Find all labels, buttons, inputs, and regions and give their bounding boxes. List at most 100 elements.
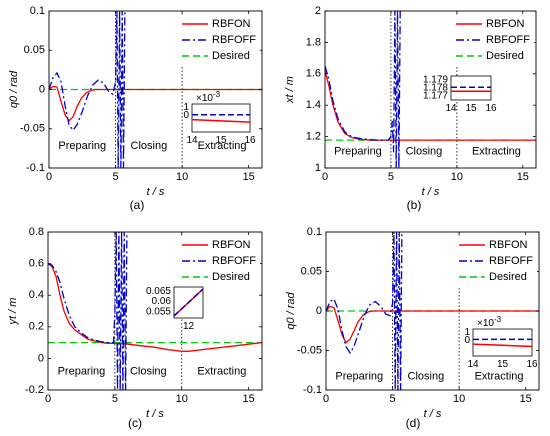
inset-y-tick-label: 1.178 [423,83,448,94]
y-tick-label: 0 [39,83,45,95]
legend-label: RBFOFF [489,255,533,267]
phase-label: Closing [130,366,167,378]
inset-x-tick-label: 14 [467,359,479,370]
y-tick-label: 0.4 [29,289,44,301]
phase-label: Extracting [472,145,521,157]
y-tick-label: 0.8 [29,226,44,238]
panel-caption: (a) [130,198,145,212]
inset-exponent: ×10-3 [477,315,502,329]
inset-y-tick-label: 0.065 [146,286,171,297]
phase-label: Closing [131,140,168,152]
y-tick-label: 1.2 [306,131,321,143]
y-tick-label: 0.05 [24,44,45,56]
y-tick-label: 0.05 [301,265,322,277]
legend-label: Desired [486,50,524,62]
axes-box [324,10,537,169]
panel-caption: (d) [406,416,421,430]
x-tick-label: 10 [453,393,465,405]
legend: RBFON RBFOFF Desired [180,236,260,286]
legend-label: RBFOFF [486,34,530,46]
phase-label: Extracting [197,366,246,378]
inset-y-tick-label: 0.055 [146,306,171,317]
inset-box [450,75,492,101]
series-line-rbfoff [48,232,128,390]
legend-label: Desired [212,50,250,62]
x-tick-label: 5 [113,171,119,183]
x-tick-label: 10 [451,171,463,183]
y-tick-label: -0.05 [297,344,322,356]
y-tick-label: -0.1 [26,162,45,174]
y-axis-label: yt / m [7,298,19,326]
x-axis-label: t / s [146,408,164,420]
legend-label: RBFON [489,239,528,251]
y-tick-label: -0.05 [20,123,45,135]
inset-box [191,103,251,133]
series-line-rbfoff [325,11,401,168]
series-line-rbfoff [326,232,403,390]
inset-y-tick-label: 0 [183,110,189,121]
inset-box [472,328,533,357]
inset-x-tick-label: 12 [183,321,195,332]
x-tick-label: 0 [46,171,52,183]
panel-caption: (c) [128,416,142,430]
legend-label: RBFON [212,18,251,30]
inset: 14 15 16 01 ×10-3 [464,315,538,370]
legend-label: Desired [212,271,250,283]
x-tick-label: 5 [112,393,118,405]
x-tick-label: 5 [390,393,396,405]
phase-label: Closing [408,370,445,382]
inset-y-tick-label: 0 [464,335,470,346]
x-axis-label: t / s [424,408,442,420]
y-tick-label: 1.6 [306,68,321,80]
y-tick-label: 0.2 [29,321,44,333]
x-tick-label: 15 [243,393,255,405]
phase-label: Closing [406,145,443,157]
y-tick-label: 0.6 [29,258,44,270]
x-axis-label: t / s [147,186,165,198]
inset-line-rbfoff [173,288,204,317]
inset-y-tick-label: 1 [183,102,189,113]
x-tick-label: 5 [388,171,394,183]
y-axis-label: xt / m [284,76,296,104]
y-tick-label: 1.4 [306,99,321,111]
y-tick-label: 2 [315,5,321,17]
inset-x-tick-label: 15 [465,103,477,114]
x-tick-label: 0 [323,393,329,405]
inset-exponent: ×10-3 [196,90,221,104]
series-line-rbfon [48,263,262,352]
legend-label: RBFON [486,18,525,30]
inset-x-tick-label: 15 [215,135,227,146]
x-tick-label: 15 [520,393,532,405]
inset-y-tick-label: 1.177 [423,91,448,102]
legend: RBFON RBFOFF Desired [457,236,537,286]
phase-label: Extracting [475,370,524,382]
inset-y-tick-label: 1.179 [423,75,448,86]
inset-x-tick-label: 16 [526,359,538,370]
y-tick-label: -0.1 [303,384,322,396]
x-tick-label: 0 [322,171,328,183]
inset-x-tick-label: 15 [497,359,509,370]
x-tick-label: 15 [517,171,529,183]
inset-y-tick-label: 1 [464,327,470,338]
legend-label: RBFON [212,239,251,251]
inset-line-rbfon [191,118,251,123]
legend-label: Desired [489,271,527,283]
panel-caption: (b) [407,198,422,212]
y-tick-label: 0 [38,352,44,364]
y-tick-label: -0.2 [25,384,44,396]
series-line-rbfon [326,305,539,344]
panel-b: Preparing Closing Extracting 0 5 10 15 1 1.2 1.4 1… [284,5,537,198]
phase-label: Preparing [58,366,106,378]
series-line-rbfon [49,85,262,122]
inset-x-tick-label: 14 [186,135,198,146]
axes-box [47,231,263,391]
x-tick-label: 0 [45,393,51,405]
x-axis-label: t / s [422,186,440,198]
x-tick-label: 10 [176,393,188,405]
legend-label: RBFOFF [212,255,256,267]
series-line-rbfoff [49,11,126,168]
inset-x-tick-label: 16 [485,103,497,114]
